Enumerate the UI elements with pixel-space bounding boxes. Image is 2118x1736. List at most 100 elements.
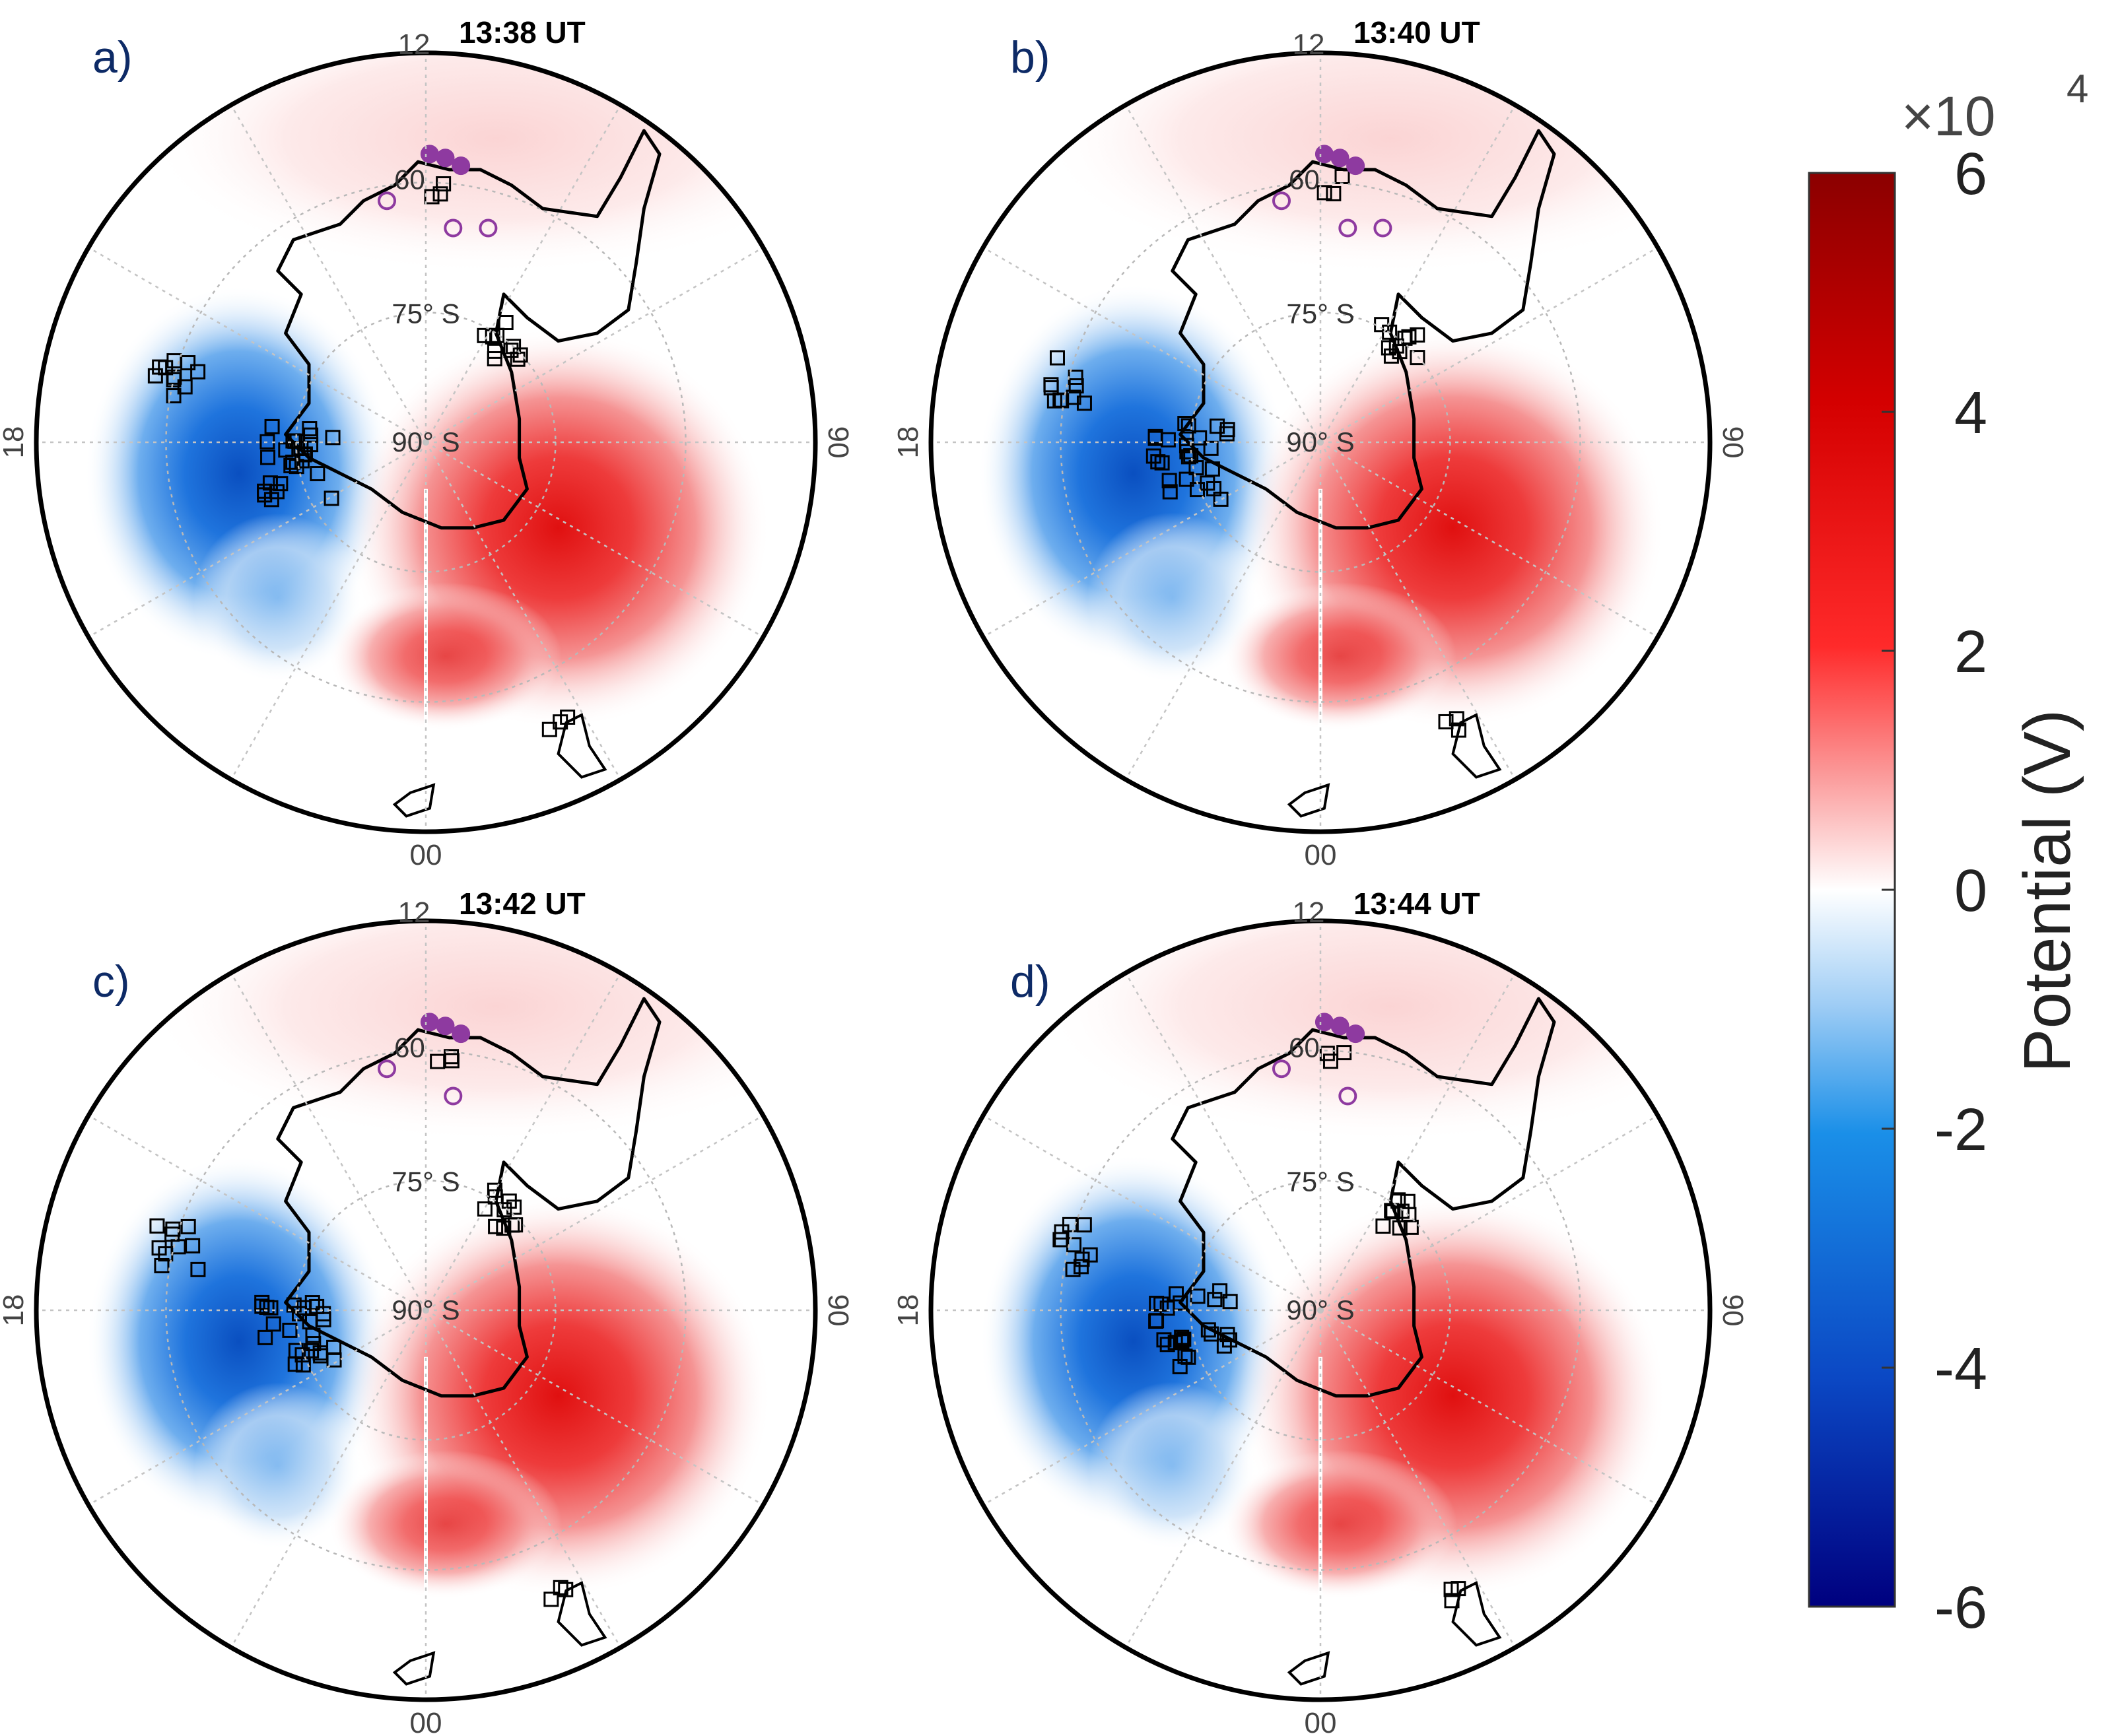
station-marker [1160, 432, 1176, 448]
station-marker [1392, 1220, 1408, 1236]
meridian-line [982, 1309, 1321, 1506]
station-marker [278, 442, 294, 458]
station-marker [326, 1339, 342, 1355]
station-marker [286, 1297, 302, 1313]
island-coastline [392, 1651, 436, 1686]
station-marker [1180, 418, 1196, 434]
station-marker [496, 1220, 512, 1236]
island-coastline [557, 713, 607, 779]
station-marker [1176, 1331, 1192, 1347]
meridian-line [88, 1114, 427, 1312]
purple-site-marker [378, 191, 396, 211]
negative-weak-lobe [1087, 512, 1258, 684]
meridian-line [425, 442, 622, 780]
purple-site-marker [1346, 1024, 1365, 1044]
station-marker [1403, 1219, 1419, 1235]
mlt-label-00: 00 [1305, 1707, 1337, 1736]
station-marker [316, 1312, 331, 1327]
purple-site-marker [452, 156, 471, 176]
latitude-circle [1060, 182, 1581, 703]
station-marker [254, 1298, 270, 1314]
mlt-label-00: 00 [1305, 839, 1337, 871]
station-marker [1177, 1349, 1193, 1364]
colorbar-tick-label: -2 [1934, 1097, 1987, 1163]
meridian-line [425, 441, 764, 638]
purple-site-marker [479, 218, 498, 238]
station-marker [1438, 714, 1454, 729]
outer-ring [34, 50, 818, 834]
station-marker [1076, 395, 1092, 411]
mlt-label-18: 18 [892, 426, 924, 459]
panel-letter: d) [1010, 956, 1050, 1007]
station-marker [1068, 378, 1084, 394]
lat-label-75: 75° S [1286, 1166, 1354, 1197]
island-coastline [392, 783, 436, 818]
station-marker [1192, 430, 1208, 446]
station-marker [1207, 1292, 1223, 1308]
latitude-circle [1060, 1050, 1581, 1571]
station-marker [1049, 350, 1065, 366]
station-marker [506, 339, 522, 354]
station-marker [190, 364, 206, 380]
station-marker [436, 176, 452, 192]
station-marker [147, 368, 163, 384]
station-marker [1200, 1322, 1216, 1338]
station-marker [1222, 1332, 1238, 1348]
lat-label-75: 75° S [1286, 298, 1354, 329]
station-marker [1150, 454, 1166, 470]
station-marker [297, 446, 313, 462]
meridian-line [230, 442, 427, 780]
meridian-line [425, 1310, 622, 1648]
station-marker [324, 490, 339, 506]
station-marker [1179, 471, 1194, 487]
station-marker [1390, 1192, 1406, 1208]
station-marker [310, 466, 325, 482]
purple-site-marker [1272, 191, 1291, 211]
station-marker [1052, 392, 1068, 408]
station-marker [185, 1238, 201, 1253]
station-marker [560, 709, 576, 725]
meridian-line [230, 972, 427, 1311]
station-marker [1156, 1332, 1172, 1348]
colorbar-ticks: 6 4 2 0 -2 -4 -6 [1882, 141, 1987, 1641]
station-marker [1212, 1283, 1228, 1299]
station-marker [1162, 484, 1178, 500]
station-marker [1383, 348, 1399, 364]
meridian-line [982, 441, 1321, 638]
purple-site-marker [436, 149, 455, 168]
mlt-label-12: 12 [1293, 896, 1325, 929]
station-marker [1400, 1193, 1416, 1209]
station-marker [1322, 1053, 1338, 1069]
station-marker [1222, 1294, 1238, 1310]
outer-ring [928, 918, 1713, 1702]
station-marker [1381, 340, 1396, 356]
meridian-line [425, 972, 622, 1311]
station-marker [541, 721, 557, 737]
station-marker [1219, 426, 1235, 442]
purple-site-marker [1330, 1017, 1349, 1036]
meridian-line [1319, 104, 1517, 443]
station-marker [501, 1193, 517, 1209]
meridian-line [425, 1309, 764, 1506]
meridian-line [1319, 972, 1517, 1311]
purple-site-marker [1315, 145, 1334, 164]
station-marker [1062, 1217, 1077, 1232]
purple-site-marker [1373, 218, 1392, 238]
outer-ring [928, 50, 1713, 834]
station-marker [477, 327, 493, 343]
station-marker [303, 437, 319, 453]
colorbar-tick-label: -4 [1934, 1336, 1987, 1402]
meridian-line [425, 246, 764, 444]
station-marker [1177, 416, 1193, 432]
station-marker [287, 433, 303, 449]
colorbar-gradient [1808, 172, 1896, 1608]
meridian-line [425, 1114, 764, 1312]
station-marker [1052, 1232, 1068, 1248]
mlt-label-00: 00 [410, 839, 442, 871]
mlt-label-00: 00 [410, 1707, 442, 1736]
meridian-line [230, 104, 427, 443]
panel-time: 13:42 UT [459, 886, 586, 921]
station-marker [543, 1591, 559, 1607]
purple-site-marker [1338, 1086, 1357, 1106]
station-marker [149, 1218, 165, 1234]
